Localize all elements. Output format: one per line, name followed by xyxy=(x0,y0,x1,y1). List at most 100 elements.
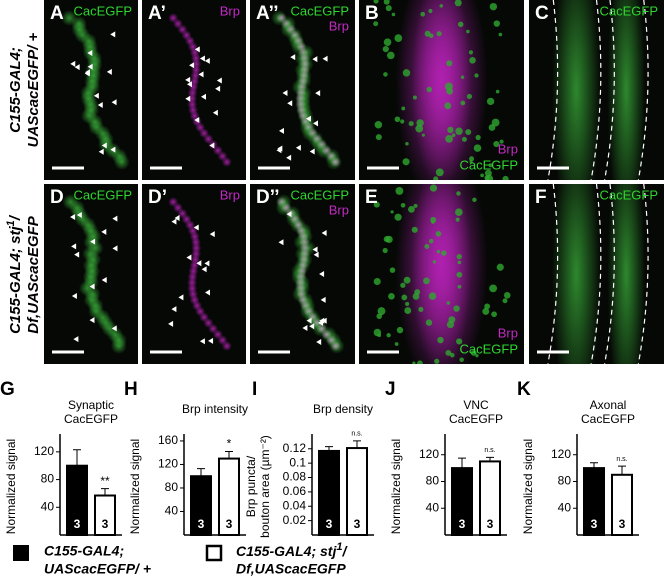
row-label-part: C155-GAL4; stj xyxy=(7,226,24,334)
texture xyxy=(482,307,490,315)
arrowhead xyxy=(97,101,103,108)
legend-label: C155-GAL4; stj1/ xyxy=(236,541,348,559)
texture xyxy=(475,353,479,358)
texture xyxy=(402,158,410,166)
error-bar xyxy=(225,451,233,459)
error-bar xyxy=(325,446,333,451)
texture xyxy=(469,156,475,162)
texture xyxy=(394,116,401,123)
arrowhead xyxy=(98,148,104,155)
texture xyxy=(435,230,442,237)
texture xyxy=(453,305,460,312)
texture xyxy=(377,307,386,316)
texture xyxy=(469,160,473,164)
texture xyxy=(408,206,415,213)
texture xyxy=(394,34,403,43)
arrowhead xyxy=(71,292,77,299)
panel-letter: J xyxy=(385,379,396,400)
arrowhead xyxy=(295,144,301,151)
texture xyxy=(436,249,441,254)
y-tick-label: 40 xyxy=(426,500,440,514)
image-panel: A’ Brp xyxy=(142,0,246,180)
texture xyxy=(489,2,498,11)
y-axis-label: bouton area (µm⁻²) xyxy=(258,435,272,538)
arrowhead xyxy=(194,46,200,53)
texture xyxy=(374,120,383,129)
arrowhead xyxy=(110,146,116,153)
y-tick-label: 80 xyxy=(165,480,179,494)
chart-title: CacEGFP xyxy=(449,412,503,426)
channel-label: Brp xyxy=(220,3,240,18)
legend: C155-GAL4; UAScacEGFP/ + C155-GAL4; stj1… xyxy=(13,541,348,577)
texture xyxy=(456,254,462,260)
y-tick-label: 0.08 xyxy=(283,470,307,484)
arrowhead xyxy=(89,283,95,290)
channel-label: Brp xyxy=(498,325,518,340)
texture xyxy=(496,263,504,271)
arrowhead xyxy=(93,92,99,99)
arrowhead xyxy=(312,56,318,63)
texture xyxy=(431,220,435,224)
chart-title: Brp intensity xyxy=(182,402,248,416)
arrowhead xyxy=(87,50,93,57)
texture xyxy=(390,210,394,214)
arrowhead xyxy=(70,213,76,220)
texture xyxy=(446,301,451,305)
arrowhead xyxy=(186,81,192,88)
panel-letter: H xyxy=(124,379,138,400)
arrowhead xyxy=(112,245,118,252)
arrowhead xyxy=(322,55,328,62)
arrowhead xyxy=(313,120,319,127)
texture xyxy=(400,202,406,208)
texture xyxy=(484,175,490,180)
arrowhead xyxy=(204,289,210,296)
arrowhead xyxy=(194,117,200,124)
texture xyxy=(405,141,409,146)
texture xyxy=(473,144,482,152)
texture xyxy=(404,307,412,315)
texture xyxy=(459,357,464,363)
arrowhead xyxy=(318,319,324,326)
arrowhead xyxy=(277,145,283,152)
panel-letter: D xyxy=(50,187,64,208)
texture xyxy=(382,45,389,53)
arrowhead xyxy=(319,271,325,278)
texture xyxy=(382,247,388,254)
texture xyxy=(424,30,431,37)
channel-label: CacEGFP xyxy=(73,3,132,18)
n-label: 3 xyxy=(459,517,466,531)
texture xyxy=(402,69,411,77)
arrowhead xyxy=(185,76,191,83)
chart-title: Axonal xyxy=(590,398,627,412)
outline xyxy=(604,184,615,364)
row-label: C155-GAL4; stj1/ xyxy=(5,214,24,334)
arrowhead xyxy=(110,31,116,38)
texture xyxy=(489,284,498,293)
y-axis-label: Normalized signal xyxy=(389,439,403,534)
texture xyxy=(495,89,500,94)
panel-letter: G xyxy=(0,379,15,400)
texture xyxy=(498,32,503,37)
texture xyxy=(373,0,379,4)
texture xyxy=(502,175,509,180)
texture xyxy=(221,157,232,167)
significance: n.s. xyxy=(484,447,495,454)
arrowhead xyxy=(209,142,215,149)
n-label: 3 xyxy=(354,517,361,531)
texture xyxy=(446,60,453,67)
y-tick-label: 0.1 xyxy=(289,455,306,469)
n-label: 3 xyxy=(102,517,109,531)
texture xyxy=(456,191,461,196)
texture xyxy=(412,361,416,364)
error-bar xyxy=(73,449,81,466)
channel-label: CacEGFP xyxy=(73,187,132,202)
y-tick-label: 80 xyxy=(558,474,572,488)
arrowhead xyxy=(309,323,315,330)
texture xyxy=(408,121,414,127)
arrowhead xyxy=(208,337,214,344)
texture xyxy=(391,12,396,17)
y-tick-label: 120 xyxy=(551,447,571,461)
row-label: C155-GAL4; xyxy=(7,47,24,133)
